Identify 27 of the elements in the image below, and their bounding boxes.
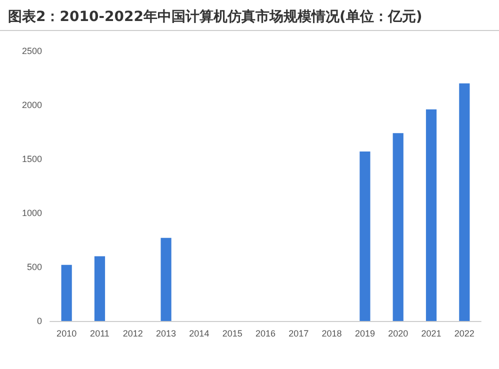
y-tick-label: 2000 [22, 100, 42, 110]
bar [360, 151, 370, 321]
x-tick-label: 2012 [122, 328, 143, 338]
x-tick-label: 2016 [255, 328, 276, 338]
x-tick-label: 2013 [156, 328, 176, 338]
x-tick-label: 2019 [354, 328, 375, 338]
y-tick-label: 0 [36, 316, 42, 326]
chart-title: 图表2：2010-2022年中国计算机仿真市场规模情况(单位：亿元) [0, 0, 499, 31]
bar [94, 256, 106, 321]
y-tick-label: 2500 [22, 46, 42, 56]
x-tick-label: 2020 [388, 328, 408, 338]
bar [61, 264, 72, 321]
bar [392, 133, 404, 321]
bar [426, 109, 437, 321]
x-tick-label: 2018 [322, 328, 342, 338]
bar [160, 238, 172, 321]
y-tick-label: 1500 [22, 154, 42, 164]
y-tick-label: 1000 [22, 208, 42, 218]
x-tick-label: 2021 [421, 328, 442, 338]
bar [459, 83, 470, 321]
x-tick-label: 2014 [189, 328, 210, 338]
y-tick-label: 500 [26, 262, 42, 272]
x-tick-label: 2022 [454, 328, 474, 338]
x-tick-label: 2011 [90, 328, 110, 338]
x-tick-label: 2017 [288, 328, 309, 338]
x-tick-label: 2015 [222, 328, 242, 338]
x-tick-label: 2010 [56, 328, 77, 338]
